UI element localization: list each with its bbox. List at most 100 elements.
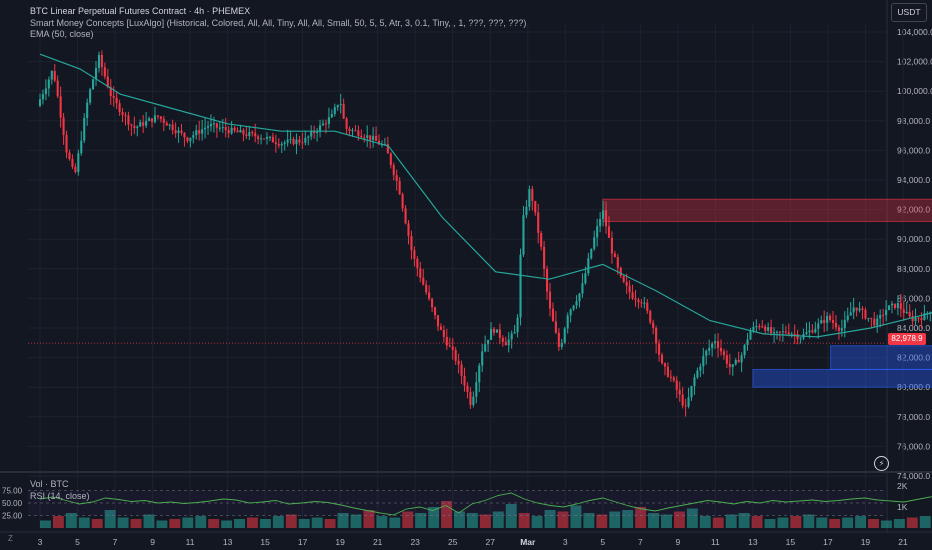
candle-body <box>817 323 820 329</box>
candle-body <box>274 142 277 144</box>
candle-body <box>425 284 428 293</box>
candle-body <box>342 104 345 119</box>
candle-body <box>831 320 835 323</box>
volume-bar <box>505 504 517 528</box>
candle-body <box>643 302 646 304</box>
volume-bar <box>648 513 660 528</box>
candle-body <box>811 330 814 333</box>
currency-button[interactable]: USDT <box>891 3 927 22</box>
candle-body <box>389 153 392 166</box>
candle-body <box>551 308 555 322</box>
candle-body <box>820 320 823 324</box>
candle-body <box>77 153 80 173</box>
candle-body <box>711 343 714 348</box>
candle-body <box>310 131 313 137</box>
candle-body <box>513 332 516 334</box>
price-axis-tick: 84,000.0 <box>897 323 930 333</box>
candle-body <box>489 328 493 340</box>
volume-bar <box>454 511 465 528</box>
volume-indicator-label[interactable]: Vol · BTC <box>30 479 69 489</box>
volume-bar <box>609 511 621 528</box>
candle-body <box>321 123 325 126</box>
candle-body <box>372 135 375 140</box>
candle-body <box>743 345 746 356</box>
smc-indicator-label[interactable]: Smart Money Concepts [LuxAlgo] (Historic… <box>30 18 527 28</box>
candle-body <box>899 303 902 310</box>
candle-body <box>286 139 289 143</box>
candle-body <box>428 292 431 299</box>
candle-body <box>775 331 779 333</box>
candle-body <box>242 130 245 135</box>
candle-body <box>660 354 664 364</box>
volume-bar <box>363 510 375 528</box>
volume-bar <box>182 517 194 528</box>
volume-bars <box>40 501 931 528</box>
volume-bar <box>661 514 672 528</box>
candle-body <box>319 125 322 132</box>
candle-body <box>83 118 86 141</box>
candle-body <box>722 351 725 356</box>
candle-body <box>478 365 481 383</box>
candle-body <box>333 107 336 114</box>
lightning-icon[interactable]: ⚡ <box>874 456 889 471</box>
candle-body <box>516 317 519 333</box>
volume-bar <box>156 520 168 528</box>
time-axis-tick: 7 <box>113 537 118 547</box>
rsi-indicator-label[interactable]: RSI (14, close) <box>30 491 90 501</box>
candle-body <box>277 143 280 146</box>
candle-body <box>837 327 840 331</box>
candle-body <box>345 118 348 129</box>
candle-body <box>159 116 162 119</box>
candle-body <box>681 394 684 406</box>
candle-body <box>460 364 463 376</box>
volume-bar <box>906 517 918 528</box>
volume-bar <box>324 519 336 528</box>
candle-body <box>864 309 867 319</box>
volume-bar <box>893 519 905 528</box>
candle-body <box>814 328 817 333</box>
volume-bar <box>764 519 776 528</box>
candle-body <box>484 344 487 352</box>
candle-body <box>764 326 767 331</box>
candle-body <box>245 134 248 136</box>
candle-body <box>487 339 490 345</box>
candle-body <box>808 330 811 333</box>
candle-body <box>613 253 616 257</box>
volume-bar <box>635 507 647 528</box>
price-axis-tick: 78,000.0 <box>897 412 930 422</box>
candle-body <box>351 130 354 132</box>
candle-body <box>209 123 213 127</box>
volume-bar <box>868 519 879 528</box>
candle-body <box>882 314 885 316</box>
candle-body <box>139 122 142 127</box>
candle-body <box>62 117 65 136</box>
candle-body <box>227 129 230 134</box>
candle-body <box>799 338 802 340</box>
candle-body <box>106 76 109 88</box>
volume-bar <box>583 513 595 528</box>
candle-body <box>307 136 310 138</box>
candle-body <box>171 124 174 131</box>
volume-bar <box>78 517 90 528</box>
volume-bar <box>247 517 258 528</box>
candle-body <box>475 382 478 397</box>
time-axis-tick: 19 <box>861 537 871 547</box>
candle-body <box>693 377 696 386</box>
volume-bar <box>143 514 155 528</box>
volume-bar <box>104 510 116 528</box>
candle-body <box>607 226 611 238</box>
candle-body <box>646 302 649 311</box>
candle-body <box>198 130 201 134</box>
candle-body <box>375 135 378 141</box>
candle-body <box>445 336 448 346</box>
candle-body <box>858 308 861 311</box>
candle-body <box>268 136 271 138</box>
candle-body <box>133 125 136 129</box>
ema-indicator-label[interactable]: EMA (50, close) <box>30 29 94 39</box>
candle-body <box>65 135 68 153</box>
candle-body <box>86 102 89 119</box>
time-axis-tick: 11 <box>186 537 195 547</box>
candle-body <box>218 127 221 129</box>
candle-body <box>183 132 186 138</box>
